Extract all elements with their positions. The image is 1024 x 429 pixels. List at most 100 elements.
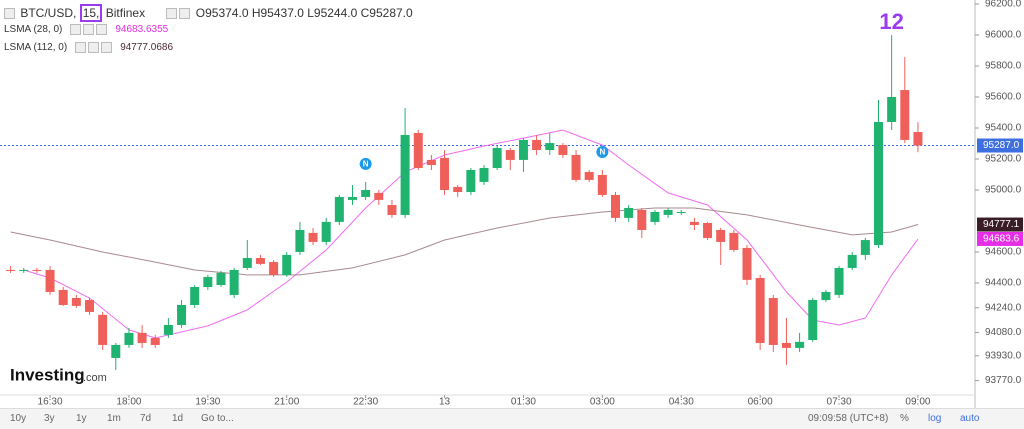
candle-body [295,229,305,252]
candle-body [676,211,686,213]
candle-body [387,205,397,215]
chart: Investing .com 96200.0 96000.0 95800.0 9560… [0,0,1023,408]
candle-body [611,194,620,218]
legend-name: LSMA (28, 0) [4,24,63,36]
goto[interactable]: Go to... [201,413,234,424]
candle-body [860,240,870,255]
y-tick-label: 93930.0 [985,350,1022,361]
news-marker-label: N [363,160,369,169]
candle-body [584,172,594,180]
x-tick-label: 22:30 [353,397,378,408]
percent[interactable]: % [900,413,909,424]
range[interactable]: 1y [76,413,87,424]
candle-body [571,154,581,180]
y-tick-label: 93770.0 [985,375,1022,386]
candle-body [913,132,923,146]
candle-body [821,291,831,301]
candle-body [269,262,279,275]
candle-body [190,287,200,305]
candle-body [689,221,699,226]
candle-body [755,278,765,343]
low: L95244.0 [307,6,358,20]
candle-body [887,97,897,122]
candle-body [597,174,607,195]
y-tick-label: 95000.0 [985,185,1022,196]
candle-body [6,269,16,271]
candle-body [834,267,844,295]
candle-body [137,332,147,343]
x-tick-label: 07:30 [827,397,852,408]
candle-body [334,196,344,222]
candle-body [768,298,778,345]
candle-body [518,139,528,160]
x-tick-label: 18:00 [116,397,141,408]
x-tick-label: 01:30 [511,397,536,408]
news-marker [596,146,609,159]
legend-value: 94683.6355 [115,24,169,36]
candle-body [532,139,542,151]
candle-body [663,209,673,215]
candle-body [242,258,252,268]
logo-brand: Investing [10,365,85,384]
range[interactable]: 1d [172,413,184,424]
interval[interactable]: 15, [79,4,103,22]
candle-body [98,314,108,345]
x-tick-label: 06:00 [748,397,773,408]
close: C95287.0 [360,6,413,20]
candle-body [255,258,265,264]
legend-entry: LSMA (112, 0) 94777.0686 [4,42,173,53]
x-tick-label: 13 [439,397,451,408]
collapse-icon[interactable] [4,8,15,20]
candle-body [85,300,94,312]
candle-body [71,298,81,306]
candle-body [32,269,42,271]
log[interactable]: log [928,413,942,424]
news-marker [359,157,372,170]
candle-body [45,269,55,292]
y-tick-label: 96200.0 [985,0,1022,10]
y-tick-label: 94080.0 [985,327,1022,338]
price-badge-label: 94683.6 [983,234,1020,245]
candle-body [124,332,134,345]
range[interactable]: 7d [140,413,152,424]
candle-body [624,207,634,218]
x-tick-label: 03:00 [590,397,615,408]
candle-body [203,276,213,288]
y-tick-label: 94600.0 [985,247,1022,258]
clock: 09:09:58 (UTC+8) [808,413,889,424]
price-badge-label: 95287.0 [983,140,1020,151]
candle-body [58,289,68,305]
y-tick-label: 95400.0 [985,123,1022,134]
open: O95374.0 [195,6,249,20]
y-tick-label: 94400.0 [985,278,1022,289]
y-tick-label: 95600.0 [985,92,1022,103]
range[interactable]: 1m [107,413,121,424]
candle-body [729,232,739,250]
candle-body [781,342,791,348]
candle-body [637,209,647,230]
news-marker-label: N [599,148,605,157]
candle-body [650,211,660,222]
y-tick-label: 94240.0 [985,302,1022,313]
legend-name: LSMA (112, 0) [4,42,68,54]
candle-body [716,229,726,242]
candle-body [361,189,371,197]
candle-body [150,337,160,345]
range[interactable]: 10y [10,413,27,424]
candle-body [413,132,423,168]
candle-body [216,272,226,285]
lsma-line [10,207,919,276]
symbol: BTC/USD, [20,6,77,20]
candle-body [874,121,883,246]
candle-body [440,157,450,190]
header-row: BTC/USD, 15, Bitfinex O95374.0 H95437.0 … [4,4,413,22]
candle-body [321,221,331,242]
x-tick-label: 19:30 [195,397,220,408]
candle-body [742,247,752,280]
candle-body [492,147,502,168]
exchange: Bitfinex [105,6,146,20]
auto[interactable]: auto [960,413,980,424]
candle-body [900,90,910,140]
range[interactable]: 3y [44,413,55,424]
